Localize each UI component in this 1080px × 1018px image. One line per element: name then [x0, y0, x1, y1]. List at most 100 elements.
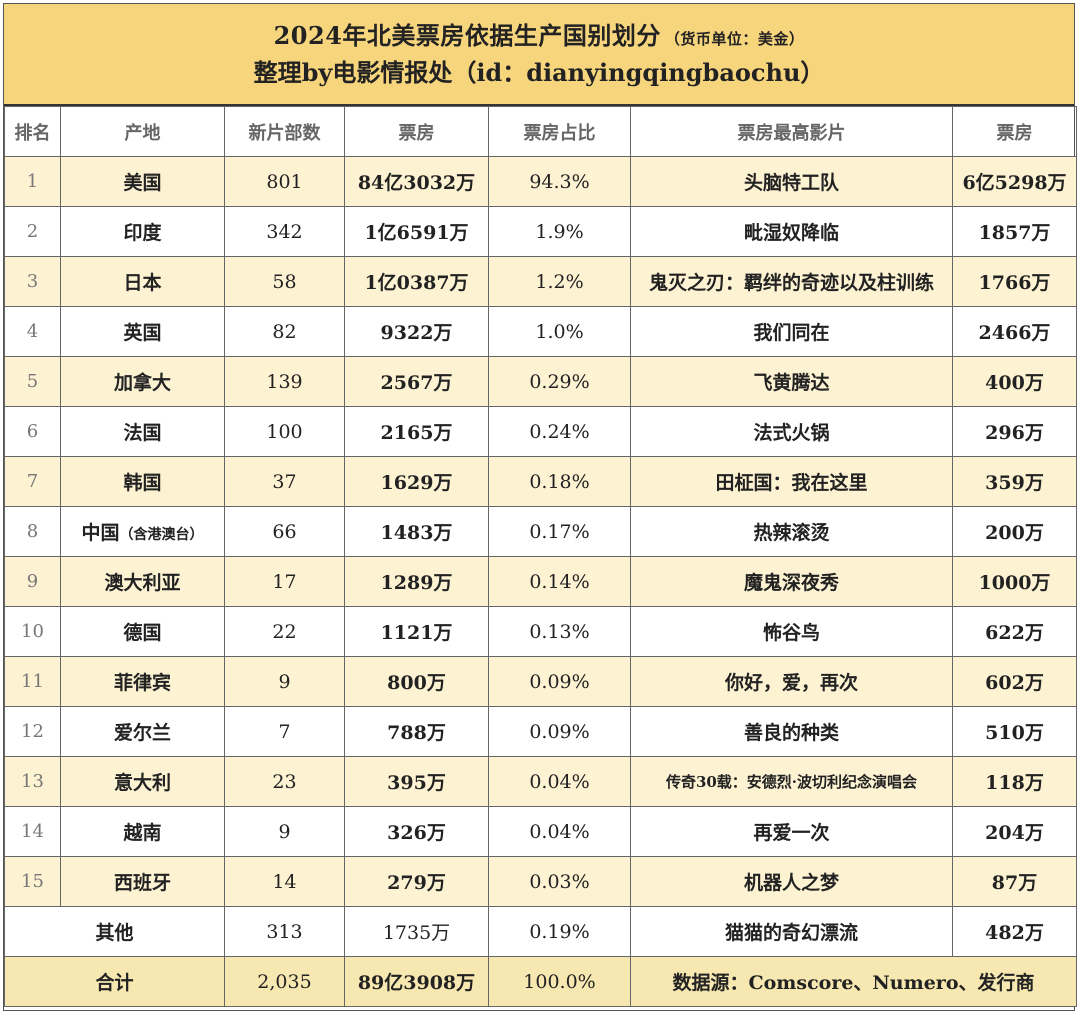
table-row: 7 韩国 37 1629万 0.18% 田柾国：我在这里 359万 [4, 456, 1077, 507]
count-cell: 9 [224, 656, 345, 707]
count-cell: 82 [224, 306, 345, 357]
table-row: 14 越南 9 326万 0.04% 再爱一次 204万 [4, 806, 1077, 857]
table-body: 1 美国 801 84亿3032万 94.3% 头脑特工队 6亿5298万 2 印度 342 1亿6… [4, 156, 1077, 907]
gross-cell: 279万 [344, 856, 489, 907]
table-row: 4 英国 82 9322万 1.0% 我们同在 2466万 [4, 306, 1077, 357]
share-cell: 0.09% [488, 656, 631, 707]
total-count: 2,035 [224, 956, 345, 1007]
country-cell: 意大利 [60, 756, 225, 807]
film-gross-cell: 2466万 [952, 306, 1077, 357]
rank-cell: 9 [4, 556, 61, 607]
top-film-cell: 我们同在 [630, 306, 953, 357]
country-name: 日本 [123, 272, 162, 294]
count-cell: 66 [224, 506, 345, 557]
country-name: 法国 [123, 422, 162, 444]
rank-cell: 7 [4, 456, 61, 507]
rank-cell: 15 [4, 856, 61, 907]
title-line-2: 整理by电影情报处（id：dianyingqingbaochu） [253, 57, 825, 87]
table-row: 15 西班牙 14 279万 0.03% 机器人之梦 87万 [4, 856, 1077, 907]
top-film-cell: 田柾国：我在这里 [630, 456, 953, 507]
country-name: 爱尔兰 [113, 722, 171, 744]
table-row: 1 美国 801 84亿3032万 94.3% 头脑特工队 6亿5298万 [4, 156, 1077, 207]
country-name: 美国 [123, 172, 162, 194]
others-gross: 1735万 [344, 906, 489, 957]
box-office-table: 排名 产地 新片部数 票房 票房占比 票房最高影片 票房 1 美国 801 84亿30… [4, 106, 1077, 1007]
country-cell: 日本 [60, 256, 225, 307]
country-name: 德国 [123, 622, 162, 644]
country-name: 意大利 [113, 772, 171, 794]
gross-cell: 1121万 [344, 606, 489, 657]
film-gross-cell: 204万 [952, 806, 1077, 857]
top-film-cell: 机器人之梦 [630, 856, 953, 907]
others-film-gross: 482万 [952, 906, 1077, 957]
header-country: 产地 [60, 106, 225, 157]
film-gross-cell: 1766万 [952, 256, 1077, 307]
gross-cell: 2165万 [344, 406, 489, 457]
total-row: 合计 2,035 89亿3908万 100.0% 数据源：Comscore、Nu… [4, 956, 1077, 1007]
rank-cell: 11 [4, 656, 61, 707]
country-name: 加拿大 [113, 372, 171, 394]
share-cell: 0.03% [488, 856, 631, 907]
country-cell: 西班牙 [60, 856, 225, 907]
share-cell: 94.3% [488, 156, 631, 207]
film-gross-cell: 510万 [952, 706, 1077, 757]
share-cell: 1.2% [488, 256, 631, 307]
title-line-1: 2024年北美票房依据生产国别划分 （货币单位：美金） [274, 19, 805, 56]
rank-cell: 13 [4, 756, 61, 807]
title-currency-note: （货币单位：美金） [664, 29, 805, 48]
top-film-cell: 热辣滚烫 [630, 506, 953, 557]
others-label: 其他 [4, 906, 225, 957]
gross-cell: 326万 [344, 806, 489, 857]
top-film-cell: 传奇30载：安德烈·波切利纪念演唱会 [630, 756, 953, 807]
top-film-cell: 头脑特工队 [630, 156, 953, 207]
count-cell: 139 [224, 356, 345, 407]
header-gross: 票房 [344, 106, 489, 157]
table-row: 11 菲律宾 9 800万 0.09% 你好，爱，再次 602万 [4, 656, 1077, 707]
country-cell: 法国 [60, 406, 225, 457]
others-row: 其他 313 1735万 0.19% 猫猫的奇幻漂流 482万 [4, 906, 1077, 957]
country-note: （含港澳台） [119, 527, 204, 543]
table-row: 10 德国 22 1121万 0.13% 怖谷鸟 622万 [4, 606, 1077, 657]
top-film-cell: 飞黄腾达 [630, 356, 953, 407]
gross-cell: 1483万 [344, 506, 489, 557]
share-cell: 0.18% [488, 456, 631, 507]
gross-cell: 1629万 [344, 456, 489, 507]
table-row: 9 澳大利亚 17 1289万 0.14% 魔鬼深夜秀 1000万 [4, 556, 1077, 607]
share-cell: 1.0% [488, 306, 631, 357]
share-cell: 0.24% [488, 406, 631, 457]
top-film-cell: 你好，爱，再次 [630, 656, 953, 707]
share-cell: 0.04% [488, 756, 631, 807]
country-name: 韩国 [123, 472, 162, 494]
share-cell: 0.14% [488, 556, 631, 607]
header-count: 新片部数 [224, 106, 345, 157]
country-cell: 越南 [60, 806, 225, 857]
count-cell: 100 [224, 406, 345, 457]
rank-cell: 8 [4, 506, 61, 557]
country-name: 西班牙 [113, 872, 171, 894]
country-cell: 加拿大 [60, 356, 225, 407]
table-row: 12 爱尔兰 7 788万 0.09% 善良的种类 510万 [4, 706, 1077, 757]
country-name: 菲律宾 [113, 672, 171, 694]
count-cell: 22 [224, 606, 345, 657]
report-container: 2024年北美票房依据生产国别划分 （货币单位：美金） 整理by电影情报处（id：… [3, 3, 1077, 1011]
film-gross-cell: 622万 [952, 606, 1077, 657]
film-gross-cell: 296万 [952, 406, 1077, 457]
rank-cell: 3 [4, 256, 61, 307]
gross-cell: 788万 [344, 706, 489, 757]
country-name: 越南 [123, 822, 162, 844]
country-cell: 英国 [60, 306, 225, 357]
film-gross-cell: 87万 [952, 856, 1077, 907]
header-rank: 排名 [4, 106, 61, 157]
film-gross-cell: 359万 [952, 456, 1077, 507]
country-cell: 印度 [60, 206, 225, 257]
count-cell: 58 [224, 256, 345, 307]
share-cell: 0.29% [488, 356, 631, 407]
rank-cell: 5 [4, 356, 61, 407]
rank-cell: 10 [4, 606, 61, 657]
table-row: 13 意大利 23 395万 0.04% 传奇30载：安德烈·波切利纪念演唱会 118万 [4, 756, 1077, 807]
rank-cell: 6 [4, 406, 61, 457]
count-cell: 14 [224, 856, 345, 907]
gross-cell: 395万 [344, 756, 489, 807]
count-cell: 37 [224, 456, 345, 507]
top-film-cell: 鬼灭之刃：羁绊的奇迹以及柱训练 [630, 256, 953, 307]
